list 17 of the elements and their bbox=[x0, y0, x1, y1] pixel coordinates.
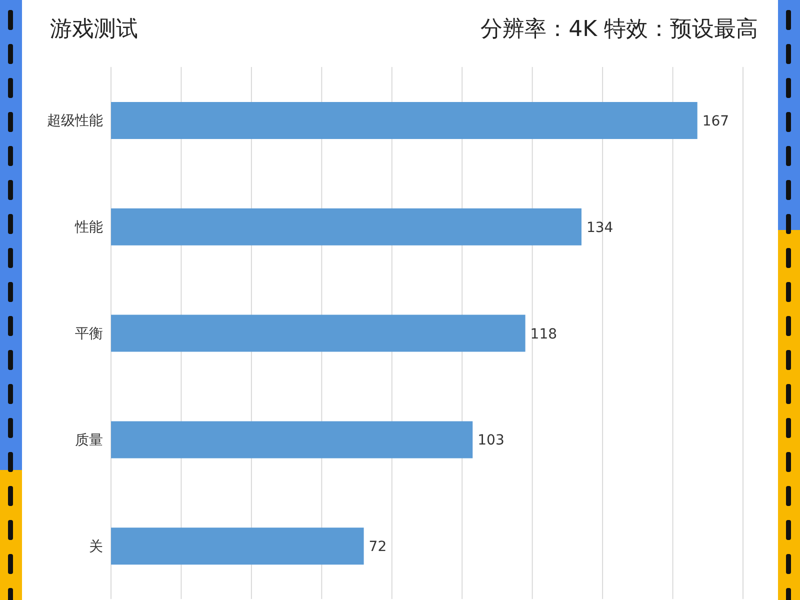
data-label: 167 bbox=[702, 113, 730, 130]
chart-title: 游戏测试 bbox=[50, 16, 138, 44]
chart-subtitle: 分辨率：4K 特效：预设最高 bbox=[480, 16, 758, 44]
data-label: 134 bbox=[586, 220, 614, 236]
bar bbox=[111, 421, 473, 458]
bar bbox=[111, 314, 526, 352]
data-label: 118 bbox=[530, 326, 558, 342]
bar bbox=[111, 102, 698, 139]
y-tick-label: 质量 bbox=[75, 432, 103, 448]
y-tick-label: 性能 bbox=[74, 220, 103, 236]
y-tick-label: 超级性能 bbox=[47, 113, 103, 130]
y-tick-label: 关 bbox=[89, 538, 103, 555]
data-label: 72 bbox=[368, 539, 387, 556]
bar bbox=[111, 528, 364, 565]
y-tick-label: 平衡 bbox=[75, 326, 103, 342]
bar bbox=[111, 208, 582, 246]
data-label: 103 bbox=[478, 432, 504, 449]
